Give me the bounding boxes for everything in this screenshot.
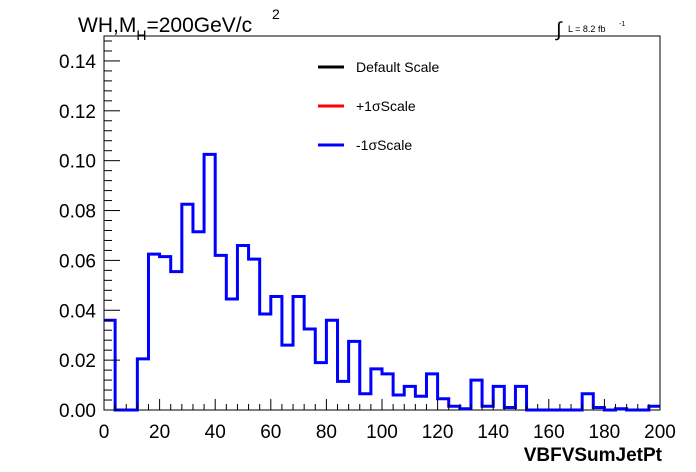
y-tick-label: 0.14 <box>59 52 96 73</box>
x-tick-label: 100 <box>366 422 398 443</box>
x-tick-label: 140 <box>477 422 509 443</box>
x-tick-label: 20 <box>149 422 170 443</box>
x-tick-label: 40 <box>205 422 226 443</box>
y-tick-label: 0.04 <box>59 301 96 322</box>
y-tick-label: 0.12 <box>59 102 96 123</box>
legend-label: Default Scale <box>356 59 439 75</box>
y-tick-label: 0.06 <box>59 251 96 272</box>
legend: Default Scale +1σScale -1σScale <box>318 59 439 153</box>
x-tick-label: 200 <box>644 422 676 443</box>
lumi-label: L = 8.2 fb <box>568 24 605 34</box>
y-tick-label: 0.08 <box>59 202 96 223</box>
chart-title: WH,MH=200GeV/c <box>78 14 252 43</box>
series-line-minus1sigma <box>104 152 660 412</box>
x-tick-label: 0 <box>99 422 110 443</box>
x-tick-label: 180 <box>589 422 621 443</box>
plot-frame-border <box>103 35 661 411</box>
x-tick-label: 160 <box>533 422 565 443</box>
plot-frame <box>103 35 661 411</box>
axes: 0 20 40 60 80 100 120 140 160 180 200 0.00 0.02 0.04 0… <box>59 40 676 443</box>
x-axis-label: VBFVSumJetPt <box>524 445 663 466</box>
x-tick-label: 120 <box>422 422 454 443</box>
legend-label: -1σScale <box>356 137 412 153</box>
y-tick-label: 0.10 <box>59 152 96 173</box>
lumi-superscript: -1 <box>619 21 625 28</box>
histogram-series <box>104 152 660 412</box>
x-tick-label: 60 <box>260 422 281 443</box>
legend-label: +1σScale <box>356 98 416 114</box>
y-tick-label: 0.00 <box>59 401 96 422</box>
chart-title-superscript: 2 <box>272 6 280 22</box>
lumi-integral-sign: ∫ <box>555 19 563 41</box>
y-tick-label: 0.02 <box>59 351 96 372</box>
x-tick-label: 80 <box>316 422 337 443</box>
